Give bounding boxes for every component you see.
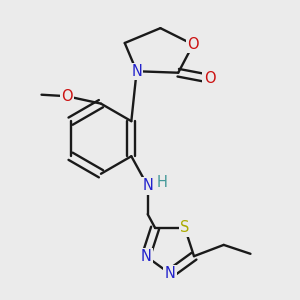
Text: H: H (157, 176, 167, 190)
Text: N: N (131, 64, 142, 79)
Text: N: N (140, 249, 152, 264)
Text: O: O (204, 71, 215, 86)
Text: O: O (187, 37, 199, 52)
Text: S: S (180, 220, 190, 236)
Text: O: O (61, 89, 73, 104)
Text: N: N (142, 178, 153, 194)
Text: N: N (164, 266, 175, 281)
